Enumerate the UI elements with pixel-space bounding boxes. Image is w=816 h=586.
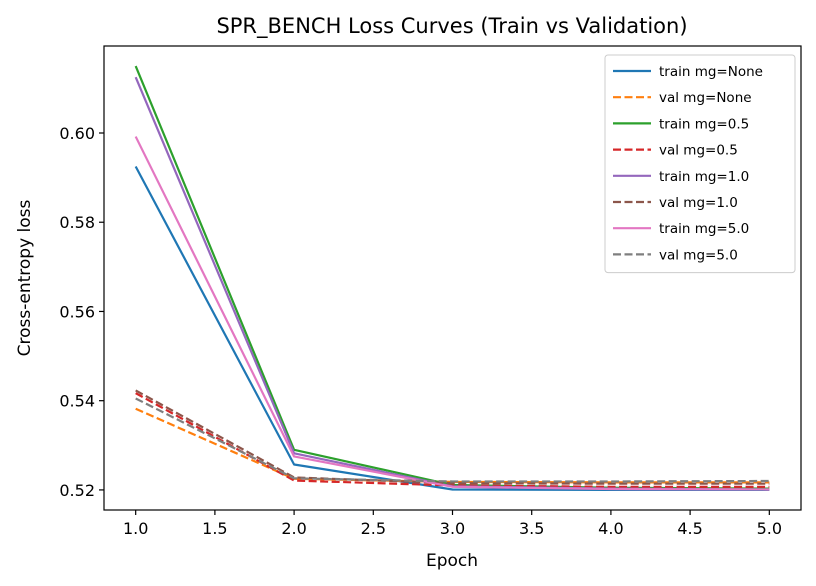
y-axis: 0.52 0.54 0.56 0.58 0.60 [59,124,104,500]
x-axis: 1.0 1.5 2.0 2.5 3.0 3.5 4.0 4.5 5.0 [123,510,782,538]
legend-label-val-mg-1-0: val mg=1.0 [659,195,738,211]
legend: train mg=None val mg=None train mg=0.5 val … [604,54,796,274]
y-tick-label: 0.52 [59,481,95,500]
y-tick-label: 0.60 [59,124,95,143]
legend-label-val-mg-5-0: val mg=5.0 [659,247,738,263]
x-tick-label: 4.0 [598,519,623,538]
legend-label-train-mg-5-0: train mg=5.0 [659,221,749,237]
legend-box [604,54,796,274]
x-tick-label: 4.5 [677,519,702,538]
series-line-val-mg-5-0 [135,397,770,483]
legend-label-val-mg-none: val mg=None [659,90,752,106]
legend-label-train-mg-1-0: train mg=1.0 [659,169,749,185]
x-tick-label: 3.5 [519,519,544,538]
y-tick-label: 0.58 [59,213,95,232]
series-line-val-mg-0-5 [135,392,770,488]
y-axis-label: Cross-entropy loss [15,199,35,356]
x-tick-label: 3.0 [440,519,465,538]
chart-title: SPR_BENCH Loss Curves (Train vs Validati… [216,14,687,39]
series-line-val-mg-1-0 [135,389,770,485]
x-tick-label: 1.5 [202,519,227,538]
legend-label-val-mg-0-5: val mg=0.5 [659,143,738,159]
x-axis-label: Epoch [426,551,478,571]
x-tick-label: 5.0 [757,519,782,538]
plot-lines [134,65,770,492]
y-tick-label: 0.54 [59,392,95,411]
y-tick-label: 0.56 [59,302,95,321]
x-tick-label: 1.0 [123,519,148,538]
legend-label-train-mg-none: train mg=None [659,64,763,80]
legend-label-train-mg-0-5: train mg=0.5 [659,116,749,132]
x-tick-label: 2.5 [361,519,386,538]
x-tick-label: 2.0 [281,519,306,538]
series-line-train-mg-5-0 [134,136,770,491]
